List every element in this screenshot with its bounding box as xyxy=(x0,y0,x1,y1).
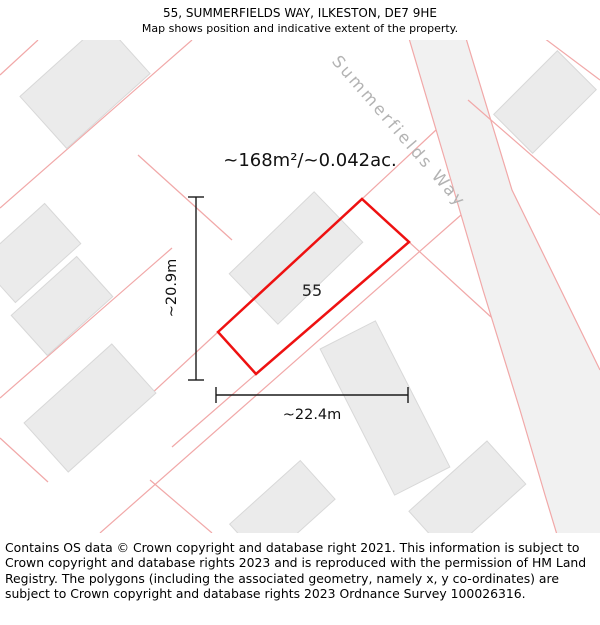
header: 55, SUMMERFIELDS WAY, ILKESTON, DE7 9HE … xyxy=(0,0,600,40)
parcel-line xyxy=(171,373,257,448)
area-label: ~168m²/~0.042ac. xyxy=(223,150,397,171)
plot-number-label: 55 xyxy=(302,281,322,300)
parcel-line xyxy=(0,437,49,483)
map-canvas: Summerfields Way ~168m²/~0.042ac. 55 ~20… xyxy=(0,40,600,533)
building xyxy=(228,459,336,533)
parcel-line xyxy=(0,40,39,76)
road-edge-right xyxy=(465,40,600,371)
parcel-line xyxy=(99,214,462,533)
horizontal-dimension xyxy=(215,387,409,403)
property-outline xyxy=(216,197,411,376)
parcel-line xyxy=(361,129,437,200)
parcel-line xyxy=(0,247,173,399)
page-title: 55, SUMMERFIELDS WAY, ILKESTON, DE7 9HE xyxy=(163,6,437,20)
building xyxy=(493,50,597,154)
parcel-lines xyxy=(0,40,600,533)
buildings xyxy=(0,40,597,533)
page-subtitle: Map shows position and indicative extent… xyxy=(141,22,459,35)
parcel-line xyxy=(137,154,233,241)
parcel-line xyxy=(467,99,600,216)
parcel-line xyxy=(149,479,213,533)
building xyxy=(0,202,82,304)
building xyxy=(408,440,527,533)
building xyxy=(19,40,151,150)
parcel-line xyxy=(149,331,219,396)
height-dimension-label: ~20.9m xyxy=(164,259,180,318)
building xyxy=(319,320,451,496)
road-edge-left xyxy=(408,40,558,533)
vertical-dimension xyxy=(188,196,204,381)
building xyxy=(10,255,114,357)
building xyxy=(23,343,157,473)
parcel-line xyxy=(545,40,600,81)
parcel-line xyxy=(0,40,193,209)
road xyxy=(409,40,600,533)
parcel-line xyxy=(408,241,492,318)
width-dimension-label: ~22.4m xyxy=(283,407,342,423)
map-container: Summerfields Way ~168m²/~0.042ac. 55 ~20… xyxy=(0,40,600,533)
copyright-notice: Contains OS data © Crown copyright and d… xyxy=(0,533,600,625)
